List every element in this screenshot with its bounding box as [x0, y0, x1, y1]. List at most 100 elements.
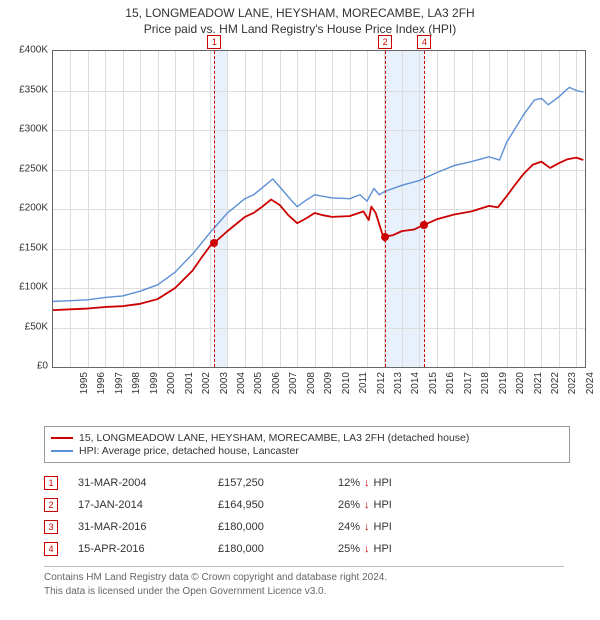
- series-property: [53, 158, 583, 310]
- event-line: [424, 51, 425, 367]
- x-axis-label: 1999: [149, 372, 160, 402]
- legend: 15, LONGMEADOW LANE, HEYSHAM, MORECAMBE,…: [44, 426, 570, 463]
- event-delta: 25% ↓ HPI: [338, 543, 458, 555]
- x-axis-label: 2001: [184, 372, 195, 402]
- legend-item: HPI: Average price, detached house, Lanc…: [51, 445, 563, 457]
- event-delta: 26% ↓ HPI: [338, 499, 458, 511]
- event-price: £157,250: [218, 477, 338, 489]
- event-price: £164,950: [218, 499, 338, 511]
- legend-label: HPI: Average price, detached house, Lanc…: [79, 445, 299, 457]
- x-axis-label: 2022: [550, 372, 561, 402]
- legend-swatch: [51, 450, 73, 452]
- event-marker: 2: [378, 35, 392, 49]
- arrow-down-icon: ↓: [364, 477, 370, 489]
- x-axis-label: 2021: [533, 372, 544, 402]
- event-price: £180,000: [218, 521, 338, 533]
- x-axis-label: 2010: [341, 372, 352, 402]
- x-axis-label: 2018: [480, 372, 491, 402]
- arrow-down-icon: ↓: [364, 543, 370, 555]
- x-axis-label: 2019: [498, 372, 509, 402]
- event-index-box: 2: [44, 498, 58, 512]
- event-line: [214, 51, 215, 367]
- event-delta-pct: 12%: [338, 477, 360, 489]
- x-axis-label: 2008: [306, 372, 317, 402]
- chart-svg: [53, 51, 585, 367]
- x-axis-label: 2015: [428, 372, 439, 402]
- chart-wrap: 124 £0 £50K £100K £150K £200K £250K £300K £350K…: [8, 44, 592, 414]
- y-axis-label: £100K: [8, 282, 48, 293]
- event-date: 31-MAR-2016: [78, 521, 218, 533]
- event-date: 17-JAN-2014: [78, 499, 218, 511]
- event-delta: 12% ↓ HPI: [338, 477, 458, 489]
- x-axis-label: 2006: [271, 372, 282, 402]
- event-delta-pct: 25%: [338, 543, 360, 555]
- event-index-box: 1: [44, 476, 58, 490]
- sale-dot: [420, 221, 428, 229]
- title-address: 15, LONGMEADOW LANE, HEYSHAM, MORECAMBE,…: [0, 6, 600, 20]
- series-hpi: [53, 87, 583, 301]
- x-axis-label: 2024: [585, 372, 596, 402]
- x-axis-label: 1995: [79, 372, 90, 402]
- chart-container: 15, LONGMEADOW LANE, HEYSHAM, MORECAMBE,…: [0, 0, 600, 620]
- event-delta: 24% ↓ HPI: [338, 521, 458, 533]
- footer-line1: Contains HM Land Registry data © Crown c…: [44, 571, 564, 585]
- event-delta-suffix: HPI: [374, 477, 392, 489]
- legend-item: 15, LONGMEADOW LANE, HEYSHAM, MORECAMBE,…: [51, 432, 563, 444]
- table-row: 2 17-JAN-2014£164,95026% ↓ HPI: [44, 494, 458, 516]
- x-axis-label: 2007: [288, 372, 299, 402]
- legend-swatch: [51, 437, 73, 439]
- event-delta-pct: 26%: [338, 499, 360, 511]
- event-delta-suffix: HPI: [374, 543, 392, 555]
- x-axis-label: 2002: [201, 372, 212, 402]
- x-axis-label: 2005: [253, 372, 264, 402]
- arrow-down-icon: ↓: [364, 521, 370, 533]
- plot-area: 124: [52, 50, 586, 368]
- x-axis-label: 2016: [445, 372, 456, 402]
- event-marker: 4: [417, 35, 431, 49]
- sale-dot: [210, 239, 218, 247]
- event-delta-suffix: HPI: [374, 499, 392, 511]
- event-delta-pct: 24%: [338, 521, 360, 533]
- y-axis-label: £150K: [8, 242, 48, 253]
- table-row: 3 31-MAR-2016£180,00024% ↓ HPI: [44, 516, 458, 538]
- event-date: 15-APR-2016: [78, 543, 218, 555]
- y-axis-label: £200K: [8, 203, 48, 214]
- x-axis-label: 2012: [376, 372, 387, 402]
- sale-dot: [381, 233, 389, 241]
- x-axis-label: 2020: [515, 372, 526, 402]
- y-axis-label: £0: [8, 361, 48, 372]
- event-index-box: 3: [44, 520, 58, 534]
- x-axis-label: 2003: [219, 372, 230, 402]
- events-table: 131-MAR-2004£157,25012%↓HPI217-JAN-2014£…: [44, 472, 458, 560]
- x-axis-label: 2013: [393, 372, 404, 402]
- footer-line2: This data is licensed under the Open Gov…: [44, 585, 564, 599]
- x-axis-label: 1996: [96, 372, 107, 402]
- x-axis-label: 1998: [131, 372, 142, 402]
- title-block: 15, LONGMEADOW LANE, HEYSHAM, MORECAMBE,…: [0, 0, 600, 36]
- y-axis-label: £300K: [8, 124, 48, 135]
- table-row: 4 15-APR-2016£180,00025% ↓ HPI: [44, 538, 458, 560]
- x-axis-label: 2011: [358, 372, 369, 402]
- y-axis-label: £50K: [8, 321, 48, 332]
- x-axis-label: 2014: [410, 372, 421, 402]
- event-index-box: 4: [44, 542, 58, 556]
- x-axis-label: 2000: [166, 372, 177, 402]
- y-axis-label: £250K: [8, 163, 48, 174]
- x-axis-label: 2017: [463, 372, 474, 402]
- event-line: [385, 51, 386, 367]
- event-price: £180,000: [218, 543, 338, 555]
- legend-label: 15, LONGMEADOW LANE, HEYSHAM, MORECAMBE,…: [79, 432, 469, 444]
- x-axis-label: 2023: [567, 372, 578, 402]
- footer: Contains HM Land Registry data © Crown c…: [44, 566, 564, 598]
- table-row: 1 31-MAR-2004£157,25012% ↓ HPI: [44, 472, 458, 494]
- y-axis-label: £350K: [8, 84, 48, 95]
- event-delta-suffix: HPI: [374, 521, 392, 533]
- y-axis-label: £400K: [8, 45, 48, 56]
- arrow-down-icon: ↓: [364, 499, 370, 511]
- x-axis-label: 1997: [114, 372, 125, 402]
- event-date: 31-MAR-2004: [78, 477, 218, 489]
- title-subtitle: Price paid vs. HM Land Registry's House …: [0, 22, 600, 36]
- event-marker: 1: [207, 35, 221, 49]
- x-axis-label: 2009: [323, 372, 334, 402]
- x-axis-label: 2004: [236, 372, 247, 402]
